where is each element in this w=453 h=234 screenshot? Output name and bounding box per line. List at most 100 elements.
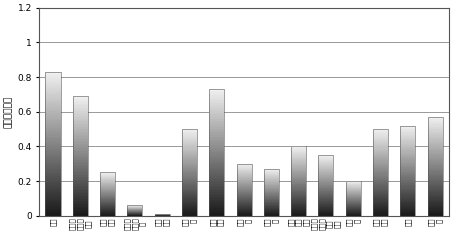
Bar bbox=[346, 214, 361, 215]
Bar bbox=[346, 186, 361, 187]
Bar bbox=[154, 214, 170, 216]
Bar bbox=[236, 167, 251, 168]
Bar bbox=[236, 174, 251, 175]
Bar bbox=[400, 140, 415, 141]
Bar bbox=[428, 169, 443, 170]
Bar bbox=[209, 211, 224, 212]
Bar bbox=[209, 149, 224, 151]
Bar bbox=[73, 98, 88, 99]
Bar bbox=[400, 129, 415, 130]
Bar bbox=[400, 186, 415, 187]
Bar bbox=[318, 167, 333, 168]
Bar bbox=[373, 183, 388, 184]
Bar bbox=[45, 196, 61, 198]
Bar bbox=[209, 179, 224, 181]
Bar bbox=[428, 181, 443, 182]
Bar bbox=[346, 181, 361, 216]
Bar bbox=[400, 148, 415, 149]
Bar bbox=[400, 141, 415, 143]
Bar bbox=[73, 117, 88, 118]
Bar bbox=[100, 176, 115, 177]
Bar bbox=[45, 99, 61, 101]
Bar bbox=[182, 204, 197, 205]
Bar bbox=[373, 197, 388, 198]
Bar bbox=[209, 100, 224, 102]
Bar bbox=[264, 186, 279, 187]
Bar bbox=[428, 135, 443, 137]
Bar bbox=[400, 211, 415, 212]
Bar bbox=[264, 214, 279, 215]
Bar bbox=[400, 167, 415, 168]
Bar bbox=[236, 178, 251, 179]
Bar bbox=[209, 194, 224, 195]
Bar bbox=[428, 133, 443, 134]
Bar bbox=[346, 190, 361, 191]
Bar bbox=[182, 165, 197, 166]
Bar bbox=[209, 159, 224, 160]
Bar bbox=[45, 189, 61, 190]
Bar bbox=[45, 113, 61, 115]
Bar bbox=[264, 189, 279, 190]
Bar bbox=[318, 173, 333, 174]
Bar bbox=[400, 175, 415, 176]
Bar bbox=[291, 147, 306, 148]
Bar bbox=[318, 214, 333, 215]
Bar bbox=[428, 153, 443, 154]
Bar bbox=[428, 175, 443, 176]
Bar bbox=[209, 124, 224, 125]
Bar bbox=[264, 204, 279, 205]
Bar bbox=[264, 212, 279, 213]
Bar bbox=[236, 171, 251, 172]
Bar bbox=[428, 121, 443, 122]
Bar bbox=[236, 196, 251, 197]
Bar bbox=[264, 173, 279, 174]
Bar bbox=[291, 200, 306, 201]
Bar bbox=[428, 177, 443, 179]
Bar bbox=[291, 176, 306, 177]
Bar bbox=[373, 185, 388, 186]
Bar bbox=[100, 185, 115, 186]
Bar bbox=[236, 176, 251, 177]
Bar bbox=[45, 111, 61, 113]
Bar bbox=[428, 205, 443, 206]
Bar bbox=[318, 188, 333, 189]
Bar bbox=[182, 184, 197, 185]
Bar bbox=[45, 144, 61, 146]
Bar bbox=[182, 194, 197, 195]
Bar bbox=[373, 146, 388, 147]
Bar bbox=[318, 195, 333, 196]
Bar bbox=[373, 210, 388, 211]
Bar bbox=[291, 213, 306, 214]
Bar bbox=[346, 207, 361, 208]
Bar bbox=[45, 205, 61, 207]
Bar bbox=[400, 168, 415, 169]
Bar bbox=[236, 187, 251, 188]
Bar bbox=[400, 205, 415, 207]
Bar bbox=[428, 142, 443, 143]
Bar bbox=[373, 135, 388, 137]
Bar bbox=[73, 178, 88, 180]
Bar bbox=[291, 199, 306, 200]
Bar bbox=[318, 211, 333, 212]
Bar bbox=[236, 192, 251, 193]
Bar bbox=[236, 182, 251, 183]
Bar bbox=[182, 181, 197, 182]
Bar bbox=[100, 182, 115, 183]
Bar bbox=[318, 180, 333, 181]
Bar bbox=[182, 186, 197, 187]
Bar bbox=[182, 191, 197, 192]
Bar bbox=[264, 211, 279, 212]
Bar bbox=[373, 132, 388, 133]
Bar bbox=[400, 149, 415, 150]
Bar bbox=[209, 200, 224, 201]
Bar bbox=[45, 160, 61, 162]
Bar bbox=[373, 214, 388, 215]
Bar bbox=[400, 133, 415, 135]
Bar bbox=[428, 166, 443, 168]
Bar bbox=[236, 197, 251, 198]
Bar bbox=[182, 193, 197, 194]
Bar bbox=[45, 158, 61, 160]
Bar bbox=[373, 215, 388, 216]
Bar bbox=[236, 207, 251, 208]
Bar bbox=[318, 196, 333, 197]
